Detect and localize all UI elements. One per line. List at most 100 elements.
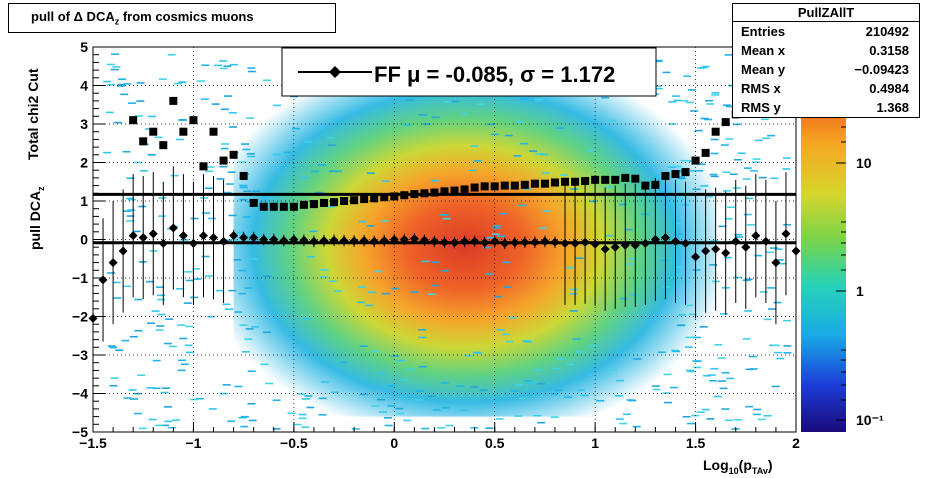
heatmap-cell — [767, 134, 776, 137]
heatmap-cell — [685, 304, 694, 307]
heatmap-cell — [134, 412, 143, 415]
sigma-point — [420, 189, 429, 198]
heatmap-cell — [387, 405, 396, 407]
heatmap-cell — [233, 258, 242, 261]
heatmap-cell — [238, 161, 247, 163]
heatmap-cell — [134, 161, 143, 164]
heatmap-cell — [405, 99, 414, 101]
sigma-point — [721, 118, 730, 127]
heatmap-cell — [443, 101, 452, 103]
mean-point — [309, 236, 319, 246]
heatmap-cell — [170, 174, 179, 177]
heatmap-cell — [493, 225, 502, 227]
sigma-point — [591, 175, 600, 184]
heatmap-cell — [246, 152, 255, 155]
heatmap-cell — [745, 405, 754, 408]
heatmap-cell — [178, 119, 187, 121]
heatmap-cell — [695, 169, 704, 172]
heatmap-cell — [351, 428, 360, 430]
heatmap-cell — [120, 93, 129, 96]
heatmap-cell — [550, 393, 559, 395]
heatmap-cell — [158, 78, 167, 80]
heatmap-cell — [654, 87, 663, 90]
heatmap-cell — [378, 372, 387, 375]
heatmap-cell — [707, 374, 716, 376]
heatmap-cell — [671, 95, 680, 97]
heatmap-cell — [754, 254, 763, 257]
heatmap-cell — [180, 239, 189, 241]
sigma-point — [149, 127, 158, 136]
heatmap-cell — [112, 281, 121, 284]
heatmap-cell — [185, 325, 194, 328]
heatmap-cell — [726, 377, 735, 380]
heatmap-cell — [165, 318, 174, 320]
heatmap-cell — [783, 223, 792, 226]
heatmap-cell — [706, 103, 715, 105]
y-tick-label: 2 — [80, 155, 88, 171]
heatmap-cell — [320, 381, 329, 383]
heatmap-cell — [566, 266, 575, 269]
mean-point — [550, 237, 560, 247]
heatmap-cell — [687, 370, 696, 373]
heatmap-cell — [534, 368, 543, 371]
heatmap-cell — [662, 71, 671, 74]
heatmap-cell — [244, 287, 253, 289]
mean-point — [711, 244, 721, 254]
heatmap-cell — [292, 127, 301, 130]
sigma-point — [279, 202, 288, 211]
stats-box: PullZAllT Entries 210492 Mean x 0.3158 Mea… — [732, 3, 920, 118]
heatmap-cell — [190, 296, 199, 299]
mean-point — [389, 235, 399, 244]
heatmap-cell — [247, 67, 256, 69]
heatmap-cell — [705, 99, 714, 102]
mean-point — [480, 238, 490, 248]
mean-point — [510, 238, 520, 248]
heatmap-cell — [121, 339, 130, 342]
heatmap-cell — [743, 167, 752, 169]
heatmap-cell — [272, 153, 281, 156]
heatmap-cell — [709, 173, 718, 176]
y-tick-label: −5 — [72, 424, 88, 440]
heatmap-cell — [242, 148, 251, 151]
heatmap-cell — [155, 424, 164, 427]
heatmap-cell — [619, 297, 628, 300]
heatmap-cell — [470, 145, 479, 148]
heatmap-cell — [227, 420, 236, 423]
sigma-point — [631, 174, 640, 183]
y-axis-label-extra: Total chi2 Cut — [25, 68, 41, 160]
heatmap-cell — [113, 121, 122, 124]
heatmap-cell — [358, 220, 367, 223]
heatmap-cell — [200, 197, 209, 199]
heatmap-cell — [720, 144, 729, 146]
heatmap-cell — [464, 354, 473, 357]
heatmap-cell — [167, 53, 176, 56]
heatmap-cell — [629, 293, 638, 296]
heatmap-cell — [115, 349, 124, 352]
sigma-point — [410, 190, 419, 199]
heatmap-cell — [238, 416, 247, 419]
heatmap-cell — [223, 65, 232, 67]
heatmap-cell — [451, 100, 460, 103]
heatmap-cell — [710, 152, 719, 155]
heatmap-cell — [727, 206, 736, 209]
heatmap-cell — [733, 158, 742, 161]
heatmap-cell — [164, 420, 173, 423]
heatmap-cell — [762, 137, 771, 139]
sigma-point — [470, 183, 479, 192]
heatmap-cell — [183, 302, 192, 304]
mean-point — [329, 235, 339, 245]
heatmap-cell — [468, 169, 477, 172]
heatmap-cell — [470, 386, 479, 388]
heatmap-cell — [495, 418, 504, 420]
heatmap-cell — [685, 101, 694, 104]
sigma-point — [561, 177, 570, 186]
heatmap-cell — [136, 100, 145, 102]
heatmap-cell — [228, 289, 237, 292]
heatmap-cell — [384, 424, 393, 427]
heatmap-cell — [395, 407, 404, 410]
heatmap-cell — [184, 344, 193, 347]
mean-point — [761, 236, 771, 246]
heatmap-cell — [524, 340, 533, 343]
heatmap-cell — [555, 127, 564, 129]
